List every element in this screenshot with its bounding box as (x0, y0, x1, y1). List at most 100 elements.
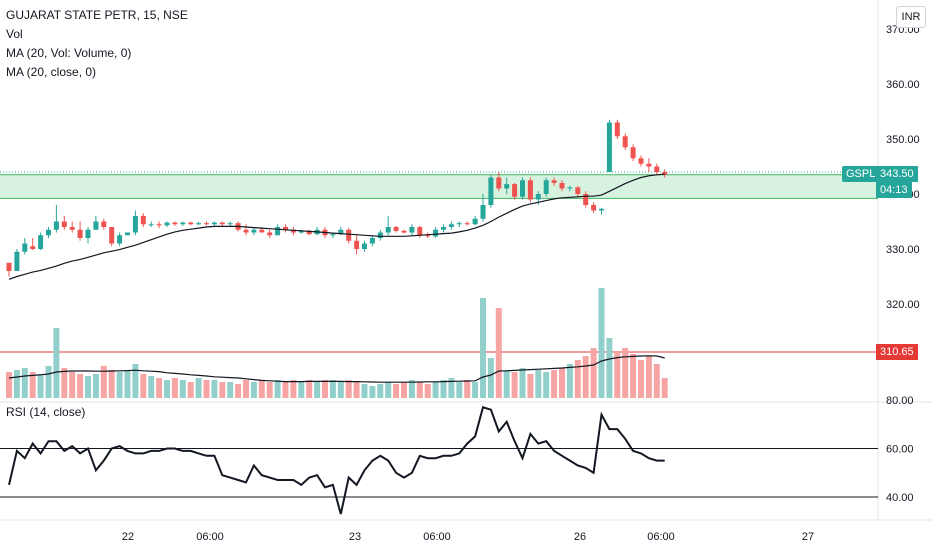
rsi-label[interactable]: RSI (14, close) (6, 405, 86, 419)
rsi-legend[interactable]: RSI (14, close) (6, 403, 85, 422)
volume-bar (306, 380, 313, 398)
volume-bar (472, 382, 479, 398)
candle-body (259, 229, 265, 233)
candle-body (606, 122, 612, 172)
volume-bar (559, 368, 565, 398)
price-tick-label: 350.00 (886, 134, 920, 146)
volume-bar (148, 376, 155, 398)
currency-button[interactable]: INR (896, 6, 926, 28)
volume-bar (290, 380, 297, 398)
candle-body (251, 229, 257, 233)
volume-bar (456, 382, 463, 398)
candle-body (504, 184, 510, 189)
volume-bar (164, 380, 170, 398)
price-ma-label[interactable]: MA (20, close, 0) (6, 65, 97, 79)
volume-bar (140, 374, 147, 398)
candle-body (283, 227, 288, 230)
candle-body (140, 216, 146, 225)
candle-body (417, 227, 423, 236)
price-tick-label: 330.00 (886, 244, 920, 256)
time-tick-label: 06:00 (423, 531, 451, 543)
candle-body (480, 205, 486, 219)
volume-bar (369, 386, 376, 398)
volume-bar (361, 384, 368, 398)
candle-body (93, 221, 99, 230)
price-tick-label: 320.00 (886, 299, 920, 311)
candle-body (583, 194, 589, 205)
volume-bar (393, 384, 400, 398)
candle-body (53, 221, 59, 230)
volume-bar (511, 372, 518, 398)
volume-bar (424, 384, 431, 398)
volume-bar (401, 382, 407, 398)
time-tick-label: 27 (802, 531, 814, 543)
candle-body (38, 235, 44, 249)
candle-body (180, 222, 186, 225)
symbol-title[interactable]: GUJARAT STATE PETR, 15, NSE (6, 8, 188, 22)
volume-ma-label[interactable]: MA (20, Vol: Volume, 0) (6, 46, 132, 60)
candle-body (290, 229, 296, 233)
candle-body (188, 222, 194, 225)
rsi-tick-label: 40.00 (886, 492, 914, 504)
time-tick-label: 26 (574, 531, 586, 543)
time-tick-label: 22 (122, 531, 134, 543)
volume-bar (53, 328, 60, 398)
volume-bar (353, 382, 360, 398)
candle-body (535, 194, 541, 200)
candle-body (46, 229, 51, 236)
volume-bar (219, 382, 226, 398)
volume-bar (61, 368, 68, 398)
candle-body (559, 183, 565, 189)
volume-bar (440, 380, 447, 398)
candle-body (472, 218, 478, 225)
volume-bar (45, 366, 52, 398)
volume-bar (282, 382, 289, 398)
candle-body (369, 238, 375, 244)
candle-body (409, 227, 415, 233)
volume-bar (235, 384, 242, 398)
volume-bar (606, 338, 613, 398)
volume-bar (408, 380, 415, 398)
volume-bar (345, 380, 352, 398)
candle-body (172, 222, 178, 225)
volume-bar (21, 368, 28, 398)
candle-body (85, 229, 91, 238)
candle-body (267, 232, 273, 236)
time-tick-label: 06:00 (196, 531, 224, 543)
volume-bar (124, 370, 131, 398)
volume-bar (551, 370, 558, 398)
volume-bar (377, 384, 384, 398)
candle-body (464, 223, 470, 225)
candle-body (61, 221, 67, 227)
candle-body (393, 227, 399, 231)
volume-bar (630, 354, 637, 398)
countdown-tag: 04:13 (876, 182, 912, 198)
volume-bar (13, 370, 20, 398)
candle-body (298, 230, 304, 233)
candle-body (211, 222, 217, 225)
volume-bar (661, 378, 668, 398)
volume-bar (195, 378, 202, 398)
candle-body (425, 235, 431, 237)
candle-body (646, 163, 652, 167)
volume-bar (266, 382, 273, 398)
volume-indicator-label[interactable]: Vol (6, 27, 23, 41)
symbol-price-tag: GSPL (842, 166, 880, 182)
candle-body (622, 136, 628, 148)
candle-body (243, 229, 249, 233)
volume-bar (298, 382, 305, 398)
volume-bar (29, 372, 36, 398)
candle-body (346, 229, 352, 241)
price-tick-label: 360.00 (886, 79, 920, 91)
volume-bar (100, 366, 107, 398)
candle-body (77, 229, 83, 238)
price-ma-line (8, 173, 665, 280)
candle-body (456, 223, 462, 225)
candle-body (448, 224, 454, 227)
candle-body (164, 222, 170, 226)
volume-bar (480, 298, 486, 398)
candle-body (385, 227, 391, 233)
time-tick-label: 06:00 (647, 531, 675, 543)
volume-ma-line (8, 355, 665, 383)
